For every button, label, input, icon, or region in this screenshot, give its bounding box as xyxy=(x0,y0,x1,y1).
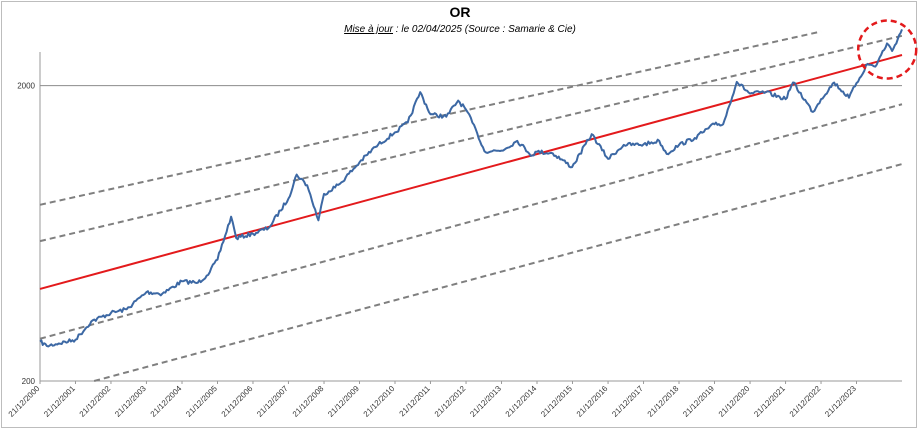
gold-price-line xyxy=(39,29,903,348)
update-details: : le 02/04/2025 (Source : Samarie & Cie) xyxy=(393,24,576,35)
x-tick-label: 21/12/2005 xyxy=(184,384,219,419)
channel-line-2 xyxy=(39,34,903,243)
update-label: Mise à jour xyxy=(344,24,394,35)
x-tick-label: 21/12/2011 xyxy=(398,384,433,419)
x-tick-label: 21/12/2014 xyxy=(504,384,539,419)
highlight-circle xyxy=(856,19,918,80)
x-tick-label: 21/12/2004 xyxy=(149,384,184,419)
x-tick-label: 21/12/2003 xyxy=(113,384,148,419)
x-tick-label: 21/12/2010 xyxy=(362,384,397,419)
channel-line-1 xyxy=(39,30,822,206)
x-tick-label: 21/12/2002 xyxy=(78,384,113,419)
y-tick-label: 200 xyxy=(22,377,36,386)
regression-line xyxy=(39,54,903,290)
x-tick-label: 21/12/2008 xyxy=(291,384,326,419)
axes: 200 2000 xyxy=(17,52,902,386)
y-tick-label: 2000 xyxy=(17,82,35,91)
x-tick-label: 21/12/2006 xyxy=(220,384,255,419)
chart-subtitle: Mise à jour : le 02/04/2025 (Source : Sa… xyxy=(0,24,920,35)
channel-line-3 xyxy=(39,103,903,340)
annotations xyxy=(856,19,918,80)
x-tick-label: 21/12/2017 xyxy=(610,384,645,419)
x-tick-label: 21/12/2001 xyxy=(42,384,77,419)
x-tick-label: 21/12/2021 xyxy=(752,384,787,419)
x-tick-label: 21/12/2019 xyxy=(681,384,716,419)
x-tick-label: 21/12/2018 xyxy=(646,384,681,419)
x-tick-label: 21/12/2020 xyxy=(717,384,752,419)
x-tick-label: 21/12/2009 xyxy=(326,384,361,419)
x-tick-label: 21/12/2023 xyxy=(823,384,858,419)
x-tick-label: 21/12/2016 xyxy=(575,384,610,419)
channel-line-4 xyxy=(93,163,903,382)
x-tick-label: 21/12/2007 xyxy=(255,384,290,419)
x-axis-ticks: 21/12/2000 21/12/2001 21/12/2002 21/12/2003… xyxy=(7,381,858,419)
x-tick-label: 21/12/2015 xyxy=(539,384,574,419)
chart-title: OR xyxy=(449,4,471,20)
trend-lines xyxy=(39,30,903,382)
x-tick-label: 21/12/2000 xyxy=(7,384,42,419)
price-series xyxy=(39,29,903,348)
x-tick-label: 21/12/2022 xyxy=(788,384,823,419)
x-tick-label: 21/12/2013 xyxy=(468,384,503,419)
x-tick-label: 21/12/2012 xyxy=(433,384,468,419)
